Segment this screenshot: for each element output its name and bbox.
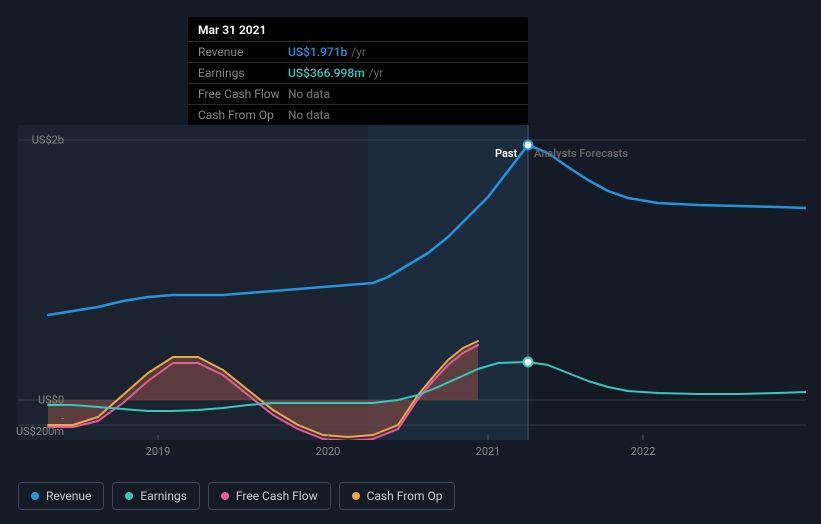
x-axis-label: 2022	[631, 445, 656, 458]
tooltip-row: Free Cash FlowNo data	[188, 84, 528, 105]
legend-dot-icon	[31, 492, 39, 500]
tooltip-row-value: No data	[288, 108, 330, 122]
financials-chart[interactable]: US$2bUS$0-US$200m 2019202020212022 Past …	[18, 125, 806, 465]
tooltip-row-unit: /yr	[351, 45, 366, 59]
legend-item-earnings[interactable]: Earnings	[112, 482, 200, 510]
chart-legend: Revenue Earnings Free Cash Flow Cash From O…	[18, 482, 455, 510]
tooltip-row-label: Earnings	[198, 66, 288, 80]
legend-item-label: Cash From Op	[367, 489, 443, 503]
legend-item-revenue[interactable]: Revenue	[18, 482, 104, 510]
chart-tooltip: Mar 31 2021 RevenueUS$1.971b/yrEarningsU…	[188, 17, 528, 125]
legend-item-label: Earnings	[140, 489, 187, 503]
tooltip-row-value: US$366.998m	[288, 66, 365, 80]
tooltip-row-label: Free Cash Flow	[198, 87, 288, 101]
legend-item-label: Revenue	[46, 489, 91, 503]
chart-canvas	[18, 125, 806, 440]
tooltip-row: RevenueUS$1.971b/yr	[188, 42, 528, 63]
tooltip-date: Mar 31 2021	[188, 17, 528, 42]
tooltip-row-value: No data	[288, 87, 330, 101]
y-axis-label: -US$200m	[16, 412, 64, 438]
legend-dot-icon	[221, 492, 229, 500]
x-axis-label: 2020	[316, 445, 341, 458]
legend-dot-icon	[352, 492, 360, 500]
legend-item-cash-from-op[interactable]: Cash From Op	[339, 482, 456, 510]
forecast-label: Analysts Forecasts	[534, 147, 628, 160]
tooltip-row-label: Cash From Op	[198, 108, 288, 122]
legend-dot-icon	[125, 492, 133, 500]
tooltip-row-label: Revenue	[198, 45, 288, 59]
tooltip-row-value: US$1.971b	[288, 45, 347, 59]
x-axis-label: 2019	[146, 445, 171, 458]
tooltip-row-unit: /yr	[369, 66, 384, 80]
legend-item-free-cash-flow[interactable]: Free Cash Flow	[208, 482, 331, 510]
tooltip-row: Cash From OpNo data	[188, 105, 528, 125]
y-axis-label: US$2b	[32, 134, 64, 147]
x-axis-label: 2021	[476, 445, 501, 458]
tooltip-row: EarningsUS$366.998m/yr	[188, 63, 528, 84]
past-label: Past	[495, 147, 517, 160]
legend-item-label: Free Cash Flow	[236, 489, 318, 503]
y-axis-label: US$0	[38, 394, 64, 407]
